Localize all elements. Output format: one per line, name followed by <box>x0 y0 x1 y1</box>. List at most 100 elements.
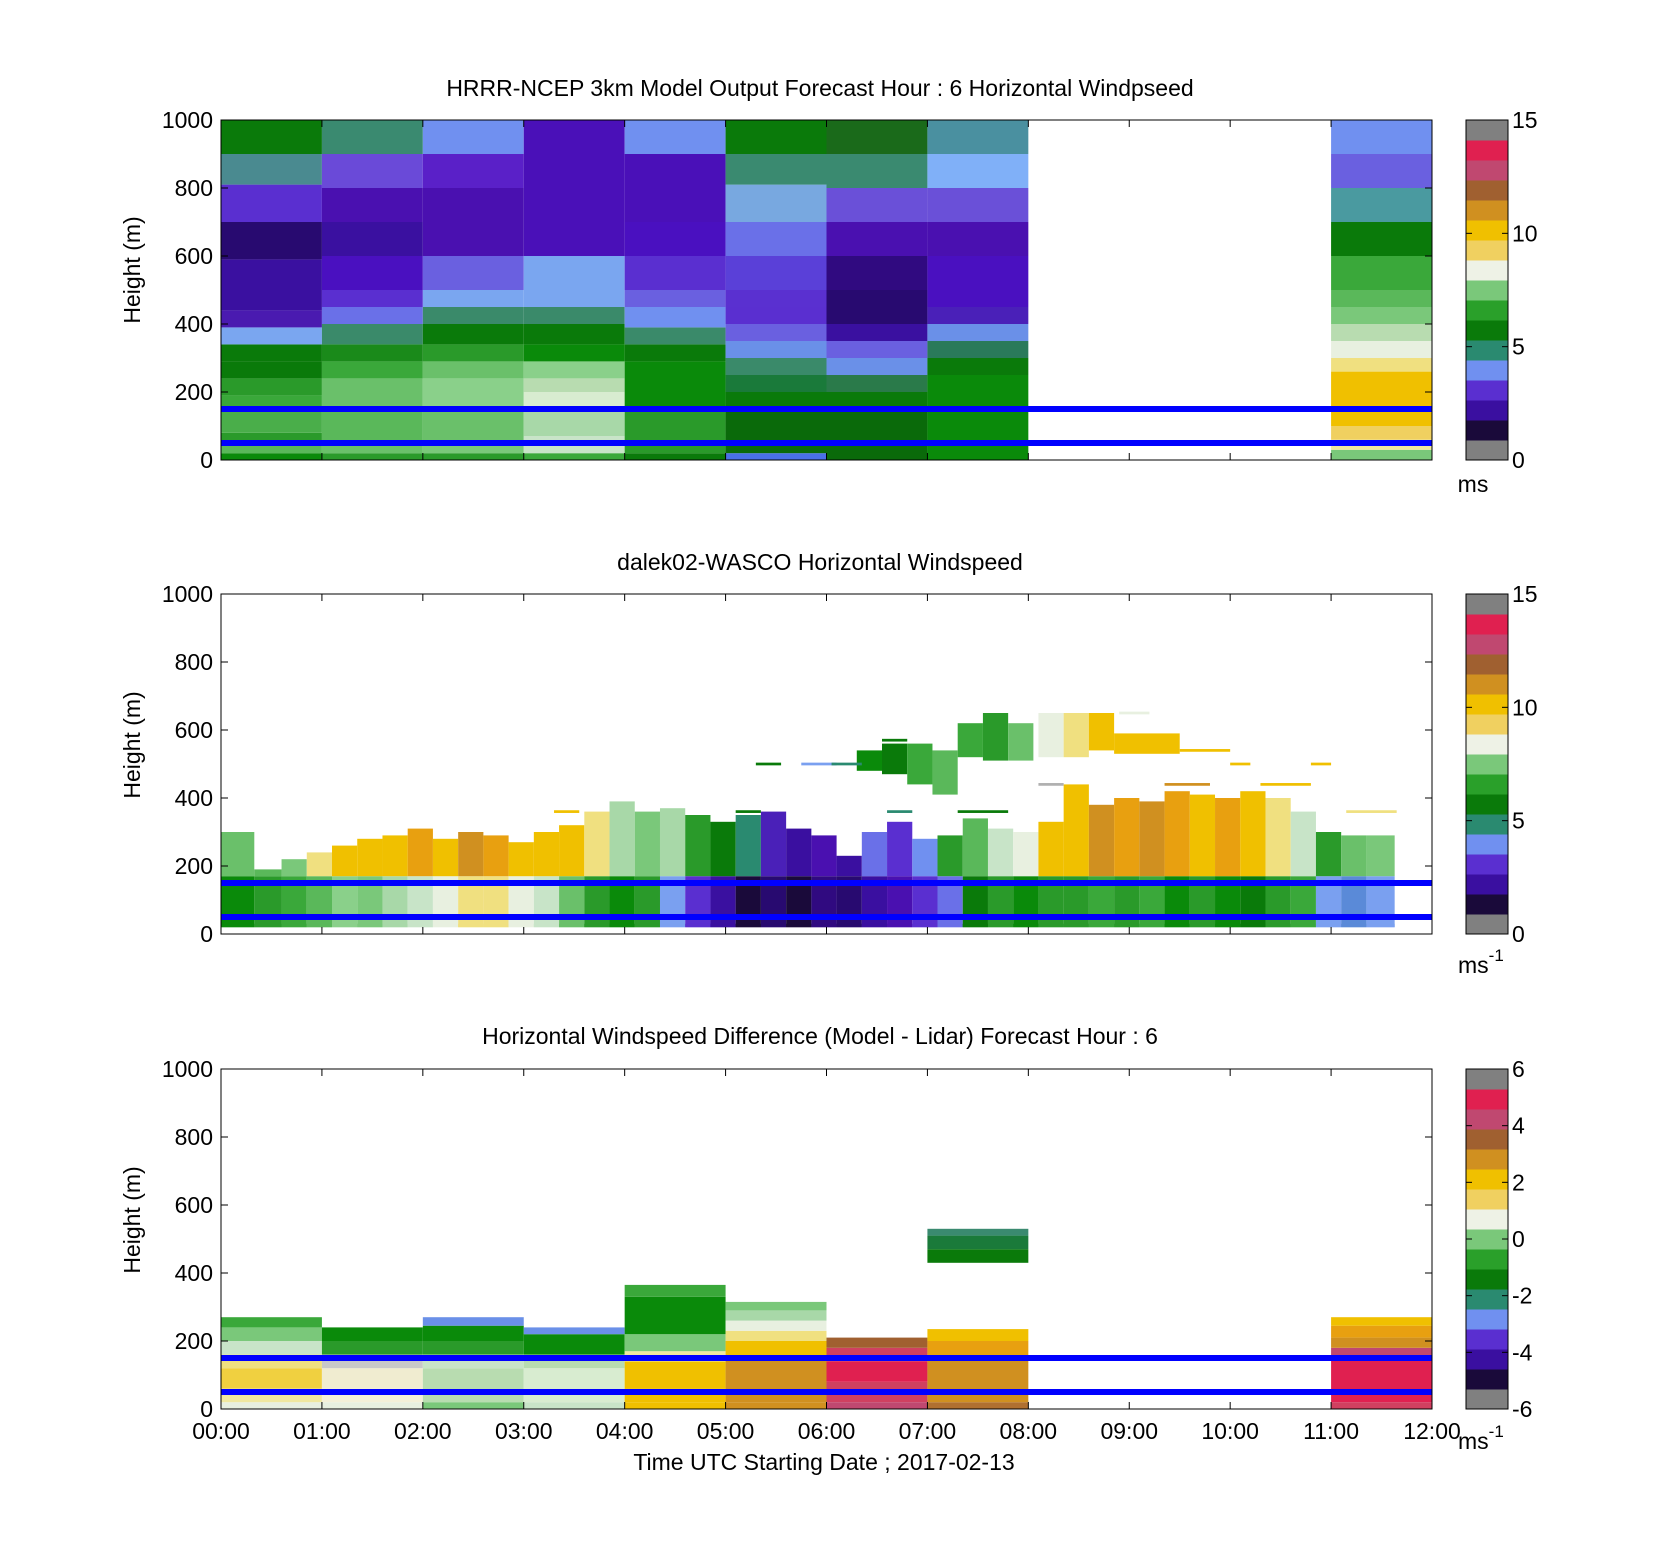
x-tick-label: 10:00 <box>1201 1418 1259 1444</box>
lidar-cell-upper <box>1038 821 1064 877</box>
colorbar-segment <box>1466 120 1508 141</box>
lidar-cell-upper <box>357 838 383 877</box>
colorbar-segment <box>1466 440 1508 461</box>
colorbar-segment <box>1466 634 1508 655</box>
heatmap-cell <box>826 358 928 375</box>
lidar-cell-upper <box>1164 791 1190 877</box>
lidar-cell-aloft <box>932 750 958 795</box>
axes-frame: 0 200 400 600 800 1000 <box>162 1056 1433 1422</box>
heatmap-area <box>221 120 1432 460</box>
colorbar-segment <box>1466 1229 1508 1250</box>
y-tick-label: 400 <box>175 785 213 811</box>
lidar-cell-aloft <box>1088 713 1115 751</box>
x-tick-label: 07:00 <box>899 1418 957 1444</box>
colorbar-segment <box>1466 1089 1508 1110</box>
heatmap-cell <box>624 409 726 454</box>
heatmap-cell <box>523 378 625 392</box>
colorbar-tick-label: 0 <box>1512 921 1525 947</box>
lidar-cell-base <box>281 923 307 928</box>
heatmap-cell <box>927 341 1029 358</box>
lidar-cell-upper <box>1366 835 1395 877</box>
lidar-speck <box>957 810 1009 813</box>
lidar-cell-upper <box>887 821 913 877</box>
heatmap-cell <box>826 256 928 290</box>
colorbar-segment <box>1466 1149 1508 1170</box>
heatmap-cell <box>221 184 322 222</box>
x-tick-label: 03:00 <box>495 1418 553 1444</box>
heatmap-cell <box>927 154 1029 188</box>
heatmap-cell <box>321 154 423 188</box>
colorbar-segment <box>1466 260 1508 281</box>
colorbar-unit-base: ms <box>1458 952 1489 978</box>
heatmap-cell <box>725 307 827 324</box>
heatmap-cell <box>321 1402 423 1409</box>
lidar-cell-base <box>1063 923 1089 928</box>
lidar-cell-base <box>1366 923 1395 928</box>
y-axis-label: Height (m) <box>119 1166 145 1273</box>
colorbar-unit-exponent: -1 <box>1489 1422 1504 1441</box>
heatmap-cell <box>221 222 322 260</box>
lidar-cell-upper <box>1240 791 1266 877</box>
heatmap-cell <box>927 1358 1029 1403</box>
lidar-cell-base <box>811 923 837 928</box>
lidar-cell-upper <box>1341 835 1367 877</box>
heatmap-cell <box>221 259 322 311</box>
lidar-cell-upper <box>559 825 585 877</box>
lidar-speck <box>755 762 782 766</box>
heatmap-cell <box>321 307 423 324</box>
x-tick-label: 04:00 <box>596 1418 654 1444</box>
heatmap-cell <box>624 361 726 409</box>
colorbar-tick-label: -6 <box>1512 1396 1532 1422</box>
colorbar-tick-label: 0 <box>1512 447 1525 473</box>
heatmap-cell <box>221 154 322 185</box>
lidar-cell-upper <box>1290 811 1316 877</box>
colorbar-tick-label: 15 <box>1512 581 1538 607</box>
colorbar-tick-label: 0 <box>1512 1226 1525 1252</box>
y-tick-label: 0 <box>200 921 213 947</box>
heatmap-cell <box>624 222 726 256</box>
colorbar-segment <box>1466 300 1508 321</box>
lidar-cell-upper <box>221 832 255 877</box>
colorbar-segment <box>1466 360 1508 381</box>
lidar-speck <box>831 762 862 766</box>
heatmap-cell <box>624 1334 726 1352</box>
heatmap-cell <box>523 1368 625 1403</box>
heatmap-cell <box>221 1368 322 1389</box>
colorbar-segment <box>1466 180 1508 201</box>
y-tick-label: 600 <box>175 243 213 269</box>
colorbar-segment <box>1466 874 1508 895</box>
heatmap-cell <box>725 1341 827 1358</box>
colorbar-segment <box>1466 420 1508 441</box>
heatmap-cell <box>321 120 423 154</box>
panel-title: dalek02-WASCO Horizontal Windspeed <box>617 549 1023 575</box>
lidar-cell-base <box>634 923 660 928</box>
lidar-cell-upper <box>912 838 938 877</box>
lidar-cell-base <box>659 923 686 928</box>
lidar-cell-base <box>584 923 610 928</box>
lidar-cell-base <box>458 923 484 928</box>
lidar-cell-upper <box>432 838 459 877</box>
heatmap-cell <box>927 409 1029 460</box>
colorbar-segment <box>1466 1249 1508 1270</box>
heatmap-cell <box>1331 290 1432 307</box>
lidar-cell-base <box>332 923 358 928</box>
x-tick-label: 06:00 <box>798 1418 856 1444</box>
lidar-cell-base <box>483 923 509 928</box>
lidar-cell-upper <box>281 859 307 877</box>
heatmap-cell <box>1331 371 1432 409</box>
heatmap-cell <box>1331 341 1432 358</box>
colorbar: 0 5 10 15 <box>1465 581 1538 947</box>
heatmap-cell <box>927 120 1029 154</box>
colorbar-segment <box>1466 614 1508 635</box>
lidar-cell-upper <box>1215 798 1241 877</box>
colorbar-segment <box>1466 140 1508 161</box>
lidar-cell-upper <box>962 818 988 877</box>
y-tick-label: 800 <box>175 175 213 201</box>
colorbar-tick-label: 15 <box>1512 107 1538 133</box>
colorbar-segment <box>1466 220 1508 241</box>
axes-frame: 0 200 400 600 800 1000 <box>162 581 1433 947</box>
heatmap-cell <box>927 188 1029 222</box>
lidar-cell-upper <box>306 852 333 877</box>
heatmap-cell <box>321 1327 423 1341</box>
lidar-cell-base <box>1013 923 1039 928</box>
